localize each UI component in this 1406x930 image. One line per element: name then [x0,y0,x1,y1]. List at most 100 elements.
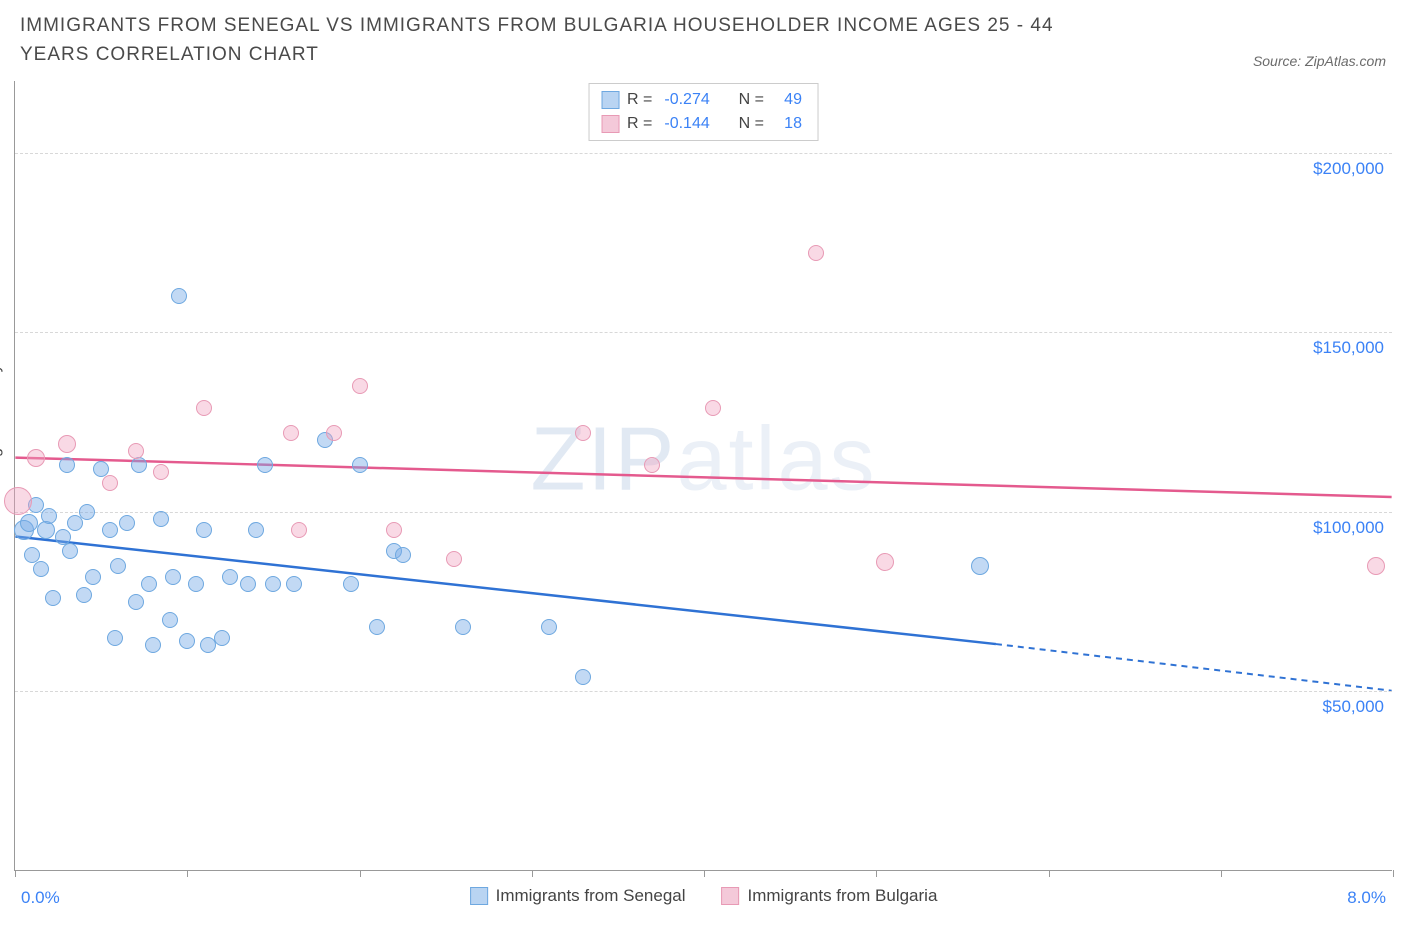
x-tick [876,870,877,877]
data-point [248,522,264,538]
legend-n-label: N = [739,112,764,136]
series-name: Immigrants from Senegal [496,886,686,906]
data-point [110,558,126,574]
data-point [62,543,78,559]
data-point [644,457,660,473]
data-point [971,557,989,575]
x-tick [1393,870,1394,877]
data-point [705,400,721,416]
legend-r-label: R = [627,112,652,136]
legend-swatch [601,91,619,109]
x-tick [15,870,16,877]
data-point [352,378,368,394]
data-point [196,400,212,416]
y-tick-label: $50,000 [1323,697,1384,717]
x-tick [360,870,361,877]
data-point [37,521,55,539]
legend-row: R = -0.274 N = 49 [601,88,806,112]
legend-r-value: -0.144 [664,112,709,136]
y-tick-label: $200,000 [1313,159,1384,179]
chart-area: Householder Income Ages 25 - 44 years ZI… [14,81,1392,871]
plot-area: ZIPatlas $50,000 $100,000 $150,000 $200,000 [15,81,1392,870]
data-point [102,475,118,491]
watermark: ZIPatlas [530,408,876,511]
data-point [369,619,385,635]
data-point [128,443,144,459]
series-name: Immigrants from Bulgaria [748,886,938,906]
data-point [79,504,95,520]
data-point [386,522,402,538]
data-point [33,561,49,577]
data-point [59,457,75,473]
data-point [45,590,61,606]
gridline [15,153,1392,154]
legend-swatch [470,887,488,905]
data-point [196,522,212,538]
legend-r-label: R = [627,88,652,112]
data-point [222,569,238,585]
x-max-label: 8.0% [1347,888,1386,908]
data-point [131,457,147,473]
legend-r-value: -0.274 [664,88,709,112]
data-point [162,612,178,628]
data-point [41,508,57,524]
data-point [343,576,359,592]
data-point [541,619,557,635]
legend-n-value: 18 [776,112,802,136]
source-label: Source: ZipAtlas.com [1253,53,1386,69]
x-min-label: 0.0% [21,888,60,908]
data-point [283,425,299,441]
series-legend-item: Immigrants from Senegal [470,886,686,906]
data-point [85,569,101,585]
legend-n-value: 49 [776,88,802,112]
y-tick-label: $150,000 [1313,338,1384,358]
data-point [58,435,76,453]
data-point [20,514,38,532]
legend-n-label: N = [739,88,764,112]
data-point [145,637,161,653]
data-point [214,630,230,646]
gridline [15,332,1392,333]
data-point [575,425,591,441]
chart-title: IMMIGRANTS FROM SENEGAL VS IMMIGRANTS FR… [20,12,1120,69]
x-tick [1049,870,1050,877]
data-point [265,576,281,592]
data-point [153,511,169,527]
x-tick [187,870,188,877]
data-point [455,619,471,635]
data-point [76,587,92,603]
trendlines [15,81,1392,870]
data-point [876,553,894,571]
y-tick-label: $100,000 [1313,518,1384,538]
data-point [107,630,123,646]
gridline [15,691,1392,692]
series-legend: Immigrants from Senegal Immigrants from B… [470,886,938,906]
data-point [93,461,109,477]
data-point [128,594,144,610]
data-point [575,669,591,685]
data-point [153,464,169,480]
series-legend-item: Immigrants from Bulgaria [722,886,938,906]
data-point [4,487,32,515]
data-point [188,576,204,592]
data-point [395,547,411,563]
data-point [102,522,118,538]
gridline [15,512,1392,513]
data-point [446,551,462,567]
data-point [326,425,342,441]
data-point [27,449,45,467]
data-point [257,457,273,473]
y-axis-label: Householder Income Ages 25 - 44 years [0,333,4,619]
legend-swatch [722,887,740,905]
data-point [291,522,307,538]
data-point [352,457,368,473]
legend-row: R = -0.144 N = 18 [601,112,806,136]
data-point [179,633,195,649]
data-point [141,576,157,592]
data-point [1367,557,1385,575]
data-point [240,576,256,592]
data-point [171,288,187,304]
x-tick [1221,870,1222,877]
data-point [119,515,135,531]
legend-swatch [601,115,619,133]
